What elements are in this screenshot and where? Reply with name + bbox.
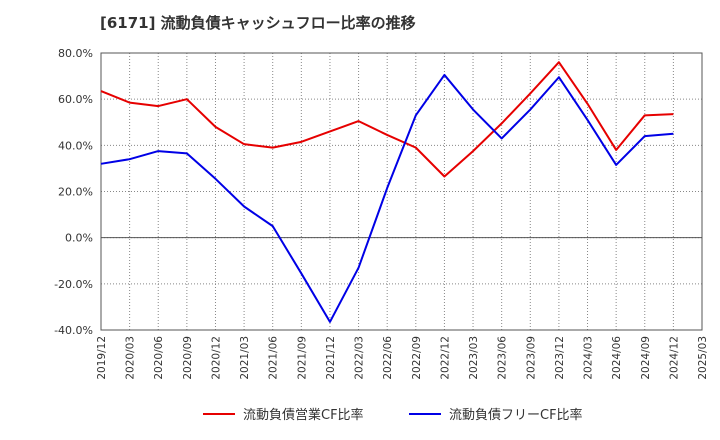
y-tick-label: -20.0% [54,278,93,291]
y-tick-label: -40.0% [54,324,93,337]
x-tick-label: 2023/12 [554,336,566,380]
x-tick-label: 2024/06 [611,336,623,380]
x-tick-label: 2021/09 [296,336,308,380]
x-tick-label: 2020/03 [125,336,137,380]
y-tick-label: 20.0% [58,186,93,199]
x-tick-label: 2023/06 [497,336,509,380]
x-tick-label: 2022/03 [354,336,366,380]
y-tick-label: 80.0% [58,47,93,60]
x-tick-label: 2022/09 [411,336,423,380]
series-line-1 [100,73,674,323]
y-tick-label: 0.0% [65,232,93,245]
x-tick-label: 2020/12 [210,336,222,380]
series-line-0 [100,61,674,178]
x-tick-label: 2024/09 [640,336,652,380]
x-tick-label: 2020/09 [182,336,194,380]
x-tick-label: 2022/12 [439,336,451,380]
chart-title: [6171] 流動負債キャッシュフロー比率の推移 [100,14,416,32]
y-tick-label: 60.0% [58,93,93,106]
legend-label: 流動負債フリーCF比率 [449,407,583,423]
x-tick-label: 2023/03 [468,336,480,380]
x-tick-label: 2025/03 [697,336,709,380]
legend-label: 流動負債営業CF比率 [243,407,364,423]
y-tick-label: 40.0% [58,139,93,152]
x-tick-label: 2023/09 [525,336,537,380]
x-tick-label: 2024/03 [583,336,595,380]
x-tick-label: 2021/06 [268,336,280,380]
x-tick-label: 2021/12 [325,336,337,380]
x-tick-label: 2022/06 [382,336,394,380]
x-tick-label: 2019/12 [96,336,108,380]
x-tick-label: 2020/06 [153,336,165,380]
plot-border [100,52,703,331]
x-tick-label: 2024/12 [668,336,680,380]
x-tick-label: 2021/03 [239,336,251,380]
